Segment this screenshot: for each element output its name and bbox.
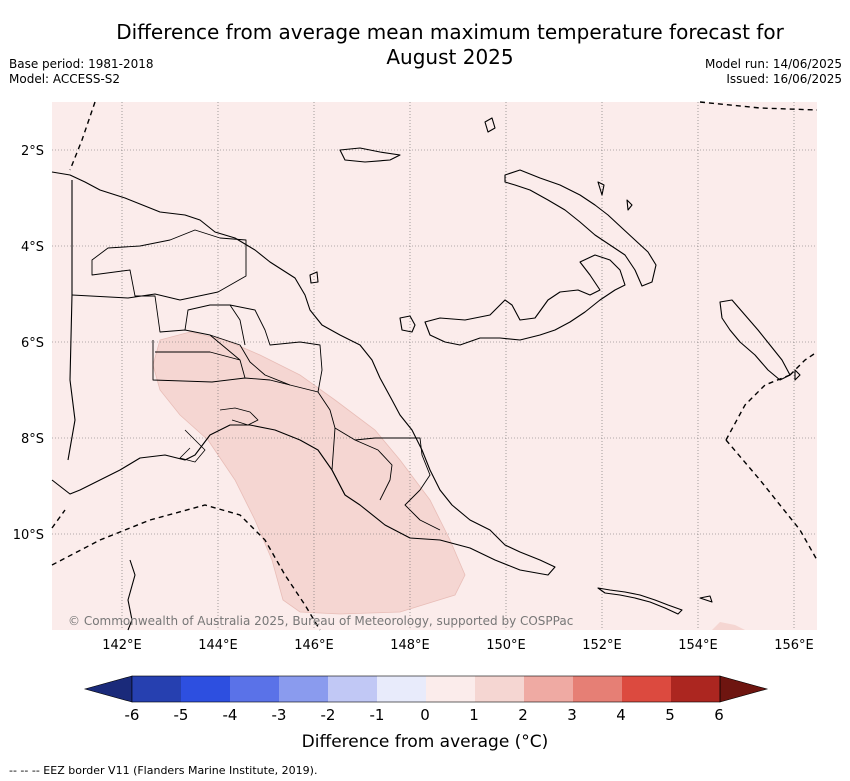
- lon-label: 146°E: [294, 638, 334, 653]
- eez-east: [725, 374, 818, 561]
- colorbar-tick: -2: [321, 706, 336, 724]
- lon-label: 156°E: [774, 638, 814, 653]
- lat-label: 6°S: [21, 336, 44, 351]
- lat-label: 8°S: [21, 432, 44, 447]
- lat-label: 4°S: [21, 240, 44, 255]
- colorbar-swatch: [132, 676, 181, 702]
- colorbar-swatch: [377, 676, 426, 702]
- gridlines: [52, 102, 817, 630]
- chart-title: Difference from average mean maximum tem…: [116, 20, 784, 69]
- colorbar-tick: 0: [420, 706, 430, 724]
- lon-label: 142°E: [102, 638, 142, 653]
- lon-label: 144°E: [198, 638, 238, 653]
- colorbar-tick: -6: [125, 706, 140, 724]
- province-borders: [71, 229, 441, 531]
- anomaly-patch-small: [712, 622, 745, 630]
- eez-footnote: -- -- -- EEZ border V11 (Flanders Marine…: [9, 764, 318, 777]
- manus-coast: [339, 147, 401, 163]
- lon-axis: 142°E 144°E 146°E 148°E 150°E 152°E 154°…: [102, 638, 814, 653]
- eez-west: [69, 101, 96, 171]
- eez-east-edge: [789, 351, 818, 376]
- colorbar-swatch: [475, 676, 524, 702]
- lat-label: 2°S: [21, 144, 44, 159]
- colorbar-extend-high: [719, 675, 769, 703]
- colorbar-swatch: [524, 676, 573, 702]
- colorbar-tick: 4: [616, 706, 626, 724]
- colorbar-swatch: [181, 676, 230, 702]
- coastlines: [51, 117, 801, 631]
- colorbar-swatch: [573, 676, 622, 702]
- colorbar-tick: -5: [174, 706, 189, 724]
- colorbar-extend-low: [83, 675, 133, 703]
- colorbar-swatch: [230, 676, 279, 702]
- colorbar-swatch: [328, 676, 377, 702]
- model-name: Model: ACCESS-S2: [9, 72, 121, 86]
- lon-label: 152°E: [582, 638, 622, 653]
- lon-label: 154°E: [678, 638, 718, 653]
- meta-right: Model run: 14/06/2025 Issued: 16/06/2025: [705, 57, 842, 87]
- colorbar-tick: 5: [665, 706, 675, 724]
- colorbar-label: Difference from average (°C): [301, 732, 549, 752]
- eez-west-south: [51, 509, 66, 529]
- colorbar-swatch: [426, 676, 475, 702]
- colorbar-ticks: -6 -5 -4 -3 -2 -1 0 1 2 3 4 5 6: [125, 706, 724, 724]
- anomaly-patch: [152, 331, 466, 615]
- new-guinea-coast: [51, 171, 556, 576]
- province-borders-2: [152, 304, 323, 393]
- colorbar-tick: 6: [714, 706, 724, 724]
- islands-misc: [309, 117, 801, 603]
- colorbar-tick: 3: [567, 706, 577, 724]
- province-borders-3: [331, 427, 393, 501]
- colorbar-swatch: [671, 676, 720, 702]
- meta-left: Base period: 1981-2018 Model: ACCESS-S2: [9, 57, 154, 87]
- colorbar-swatch: [279, 676, 328, 702]
- issued-date: Issued: 16/06/2025: [726, 72, 842, 86]
- colorbar-tick: 1: [469, 706, 479, 724]
- west-coast: [67, 180, 76, 461]
- colorbar-tick: -4: [223, 706, 238, 724]
- base-period: Base period: 1981-2018: [9, 57, 154, 71]
- torres-coast: [127, 559, 136, 631]
- new-britain-coast: [424, 254, 626, 346]
- eez-northeast: [699, 101, 818, 111]
- island-ring: [399, 315, 416, 333]
- lat-label: 10°S: [13, 528, 44, 543]
- lat-axis: 2°S 4°S 6°S 8°S 10°S: [13, 144, 44, 543]
- eez-borders: [51, 101, 818, 631]
- eez-south: [51, 504, 321, 631]
- model-run: Model run: 14/06/2025: [704, 57, 842, 71]
- lon-label: 150°E: [486, 638, 526, 653]
- fly-delta: [179, 407, 259, 463]
- colorbar: [83, 675, 769, 703]
- solomon-coast: [597, 587, 683, 615]
- colorbar-tick: -3: [272, 706, 287, 724]
- credit-text: © Commonwealth of Australia 2025, Bureau…: [68, 614, 574, 628]
- colorbar-outline: [131, 675, 721, 703]
- colorbar-swatch: [622, 676, 671, 702]
- lon-label: 148°E: [390, 638, 430, 653]
- new-ireland-coast: [504, 169, 657, 287]
- colorbar-tick: 2: [518, 706, 528, 724]
- colorbar-tick: -1: [370, 706, 385, 724]
- bougainville-coast: [719, 299, 791, 381]
